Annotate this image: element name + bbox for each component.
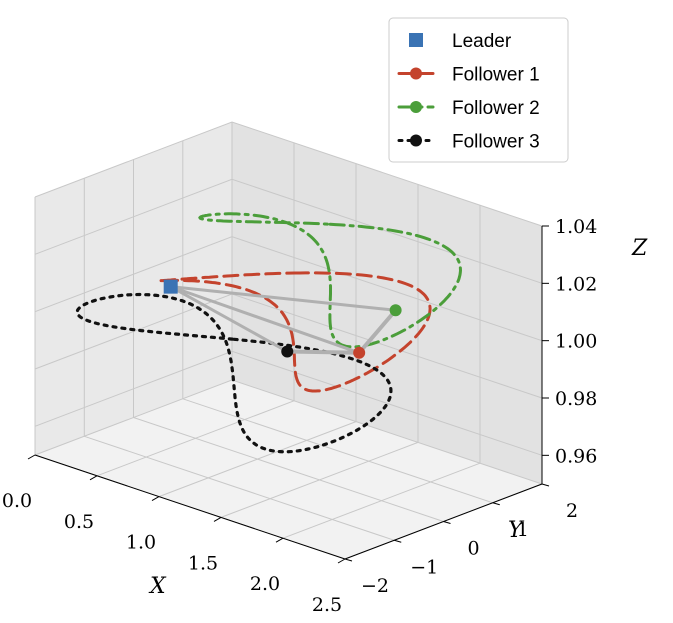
z-tick-label: 1.04 xyxy=(555,216,597,238)
legend-box xyxy=(388,17,569,163)
trajectories xyxy=(75,212,463,454)
legend-entry: Follower 2 xyxy=(397,98,540,119)
legend-marker xyxy=(410,134,422,147)
formation-link xyxy=(285,349,362,355)
marker-leader xyxy=(163,279,178,294)
trajectory-follower-2 xyxy=(198,212,463,349)
y-tick xyxy=(443,521,451,524)
x-tick-label: 2.5 xyxy=(312,594,342,616)
x-tick-label: 2.0 xyxy=(250,573,280,595)
legend-marker xyxy=(409,33,423,47)
x-tick xyxy=(27,454,36,460)
grid-line-y xyxy=(83,178,395,541)
x-tick xyxy=(89,475,98,481)
y-tick-label: −1 xyxy=(410,556,438,578)
y-tick-label: 0 xyxy=(467,538,479,560)
legend-label: Follower 3 xyxy=(452,132,540,153)
agent-markers xyxy=(163,279,402,359)
x-tick xyxy=(275,537,284,543)
formation-link xyxy=(169,285,361,355)
z-tick-label: 0.96 xyxy=(555,445,597,467)
legend-entry: Leader xyxy=(409,31,512,52)
y-tick xyxy=(492,502,500,506)
x-tick-label: 0.0 xyxy=(2,490,32,512)
x-tick xyxy=(151,496,160,502)
trajectory-follower-3 xyxy=(75,292,393,454)
legend-label: Leader xyxy=(452,31,512,52)
marker-follower-2 xyxy=(389,304,402,317)
grid-line-z xyxy=(34,350,543,456)
grid-line-z xyxy=(34,178,543,284)
formation-link xyxy=(357,308,398,355)
grid-line-y xyxy=(133,159,444,522)
formation-link xyxy=(169,285,398,312)
marker-follower-1 xyxy=(353,346,366,359)
formation-link xyxy=(169,285,289,354)
z-tick-label: 0.98 xyxy=(555,388,597,410)
y-tick xyxy=(344,558,353,562)
y-tick-label: 1 xyxy=(517,519,529,541)
legend: Leader Follower 1 Follower 2 Follower 3 xyxy=(388,17,569,163)
y-tick xyxy=(394,539,402,543)
legend-entry: Follower 3 xyxy=(397,132,540,153)
tick-labels: 0.0 0.5 1.0 1.5 2.0 2.5 −2 −1 0 1 2 0.96 0.98 1.00 1.0… xyxy=(2,216,597,616)
grid-line-z xyxy=(34,236,543,342)
x-tick-label: 1.0 xyxy=(126,532,156,554)
legend-marker xyxy=(410,67,422,80)
y-tick xyxy=(541,483,550,487)
x-tick xyxy=(337,558,346,564)
trajectory-follower-1 xyxy=(158,271,432,393)
x-tick-label: 1.5 xyxy=(188,552,218,574)
x-tick xyxy=(213,516,222,522)
x-axis-line xyxy=(34,454,346,560)
legend-label: Follower 2 xyxy=(452,98,540,119)
z-tick-label: 1.00 xyxy=(555,331,597,353)
grid-line-y xyxy=(182,140,493,504)
tick-marks xyxy=(27,225,550,564)
grid-line-z xyxy=(34,121,543,227)
marker-follower-3 xyxy=(281,345,294,358)
legend-marker xyxy=(410,101,422,113)
x-axis-label: X xyxy=(148,574,167,599)
y-tick-label: 2 xyxy=(566,500,578,522)
y-tick-label: −2 xyxy=(361,575,389,597)
z-tick-label: 1.02 xyxy=(555,273,597,295)
x-tick-label: 0.5 xyxy=(64,511,94,533)
y-axis-label: Y xyxy=(508,518,525,543)
back-wall-pane xyxy=(232,122,542,484)
z-axis-label: Z xyxy=(631,236,648,261)
legend-entry: Follower 1 xyxy=(397,65,540,86)
legend-label: Follower 1 xyxy=(452,65,540,86)
formation-links xyxy=(169,285,398,355)
